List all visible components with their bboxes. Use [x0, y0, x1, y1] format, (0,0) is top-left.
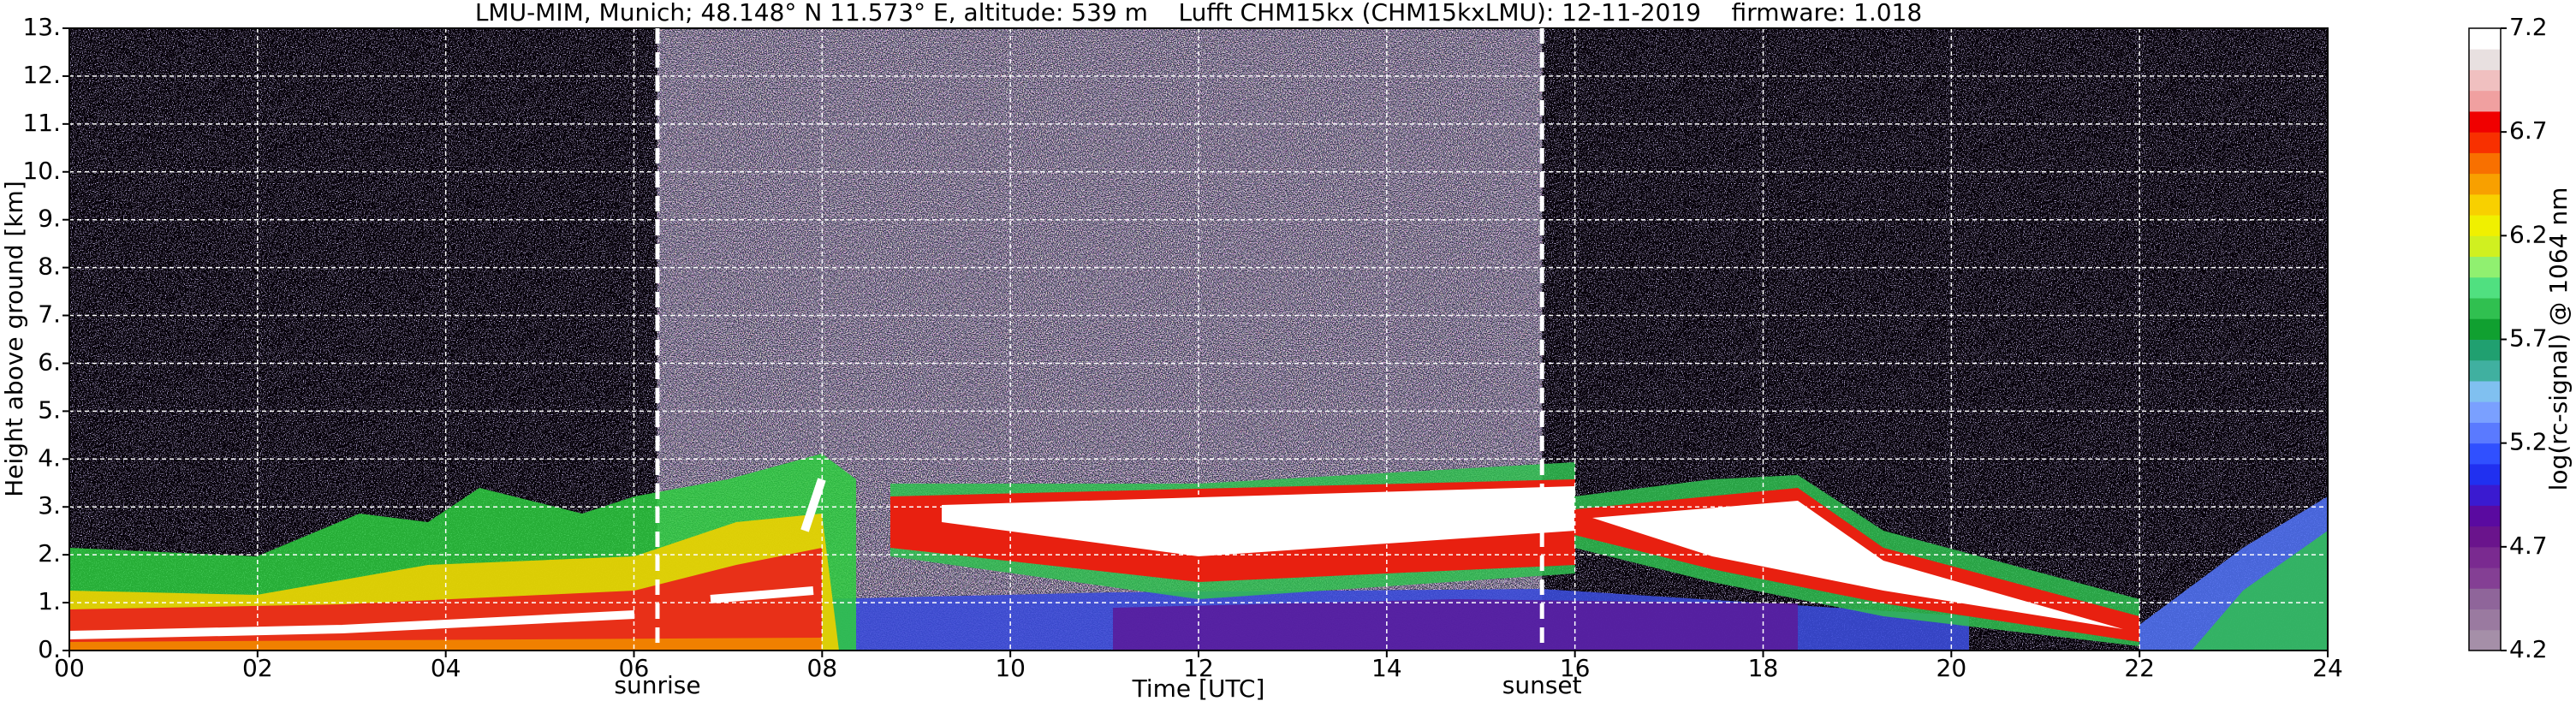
colorbar-swatch	[2469, 546, 2501, 568]
colorbar-swatch	[2469, 215, 2501, 236]
colorbar-swatch	[2469, 484, 2501, 506]
night-layer	[2192, 531, 2328, 651]
colorbar-swatch	[2469, 49, 2501, 70]
colorbar-swatch	[2469, 359, 2501, 382]
y-tick-label: 2.	[38, 539, 61, 567]
x-tick-label: 06	[619, 654, 650, 682]
colorbar-swatch	[2469, 152, 2501, 175]
surface-aerosol	[1113, 599, 1798, 651]
colorbar-swatch	[2469, 629, 2501, 651]
y-tick-label: 11.	[22, 109, 61, 137]
colorbar-tick-label: 5.2	[2509, 428, 2548, 456]
colorbar-swatch	[2469, 276, 2501, 299]
x-tick-label: 04	[431, 654, 461, 682]
colorbar-swatch	[2469, 567, 2501, 589]
annotation-label: sunrise	[614, 671, 700, 699]
boundary-layer-core	[69, 478, 826, 639]
colorbar-swatch	[2469, 235, 2501, 258]
y-tick-label: 0.	[38, 635, 61, 663]
colorbar-tick-label: 6.2	[2509, 220, 2548, 248]
colorbar-swatch	[2469, 443, 2501, 465]
colorbar-tick-label: 4.2	[2509, 635, 2548, 663]
colorbar-swatch	[2469, 609, 2501, 631]
x-tick-label: 24	[2312, 654, 2343, 682]
colorbar-swatch	[2469, 526, 2501, 548]
chart-title: LMU-MIM, Munich; 48.148° N 11.573° E, al…	[475, 0, 1922, 27]
y-tick-label: 5.	[38, 395, 61, 424]
colorbar-swatch	[2469, 463, 2501, 485]
colorbar-tick-label: 7.2	[2509, 13, 2548, 41]
plot-area	[69, 28, 2328, 651]
evening-layer-core	[1592, 501, 2123, 629]
x-tick-label: 10	[995, 654, 1026, 682]
colorbar-swatch	[2469, 28, 2501, 50]
colorbar-tick-label: 4.7	[2509, 532, 2548, 560]
x-tick-label: 22	[2124, 654, 2155, 682]
x-tick-label: 12	[1183, 654, 1214, 682]
colorbar-swatch	[2469, 90, 2501, 112]
y-tick-label: 4.	[38, 443, 61, 472]
colorbar-swatch	[2469, 110, 2501, 133]
x-tick-label: 14	[1371, 654, 1402, 682]
colorbar-swatch	[2469, 505, 2501, 527]
colorbar-swatch	[2469, 401, 2501, 423]
x-tick-label: 02	[242, 654, 273, 682]
annotation-label: sunset	[1502, 671, 1582, 699]
y-tick-label: 12.	[22, 61, 61, 89]
x-tick-label: 08	[807, 654, 838, 682]
y-tick-label: 3.	[38, 491, 61, 520]
colorbar-tick-label: 6.7	[2509, 116, 2548, 145]
colorbar-swatch	[2469, 339, 2501, 361]
colorbar-swatch	[2469, 318, 2501, 340]
colorbar-tick-label: 5.7	[2509, 324, 2548, 353]
colorbar-swatch	[2469, 193, 2501, 216]
colorbar-swatch	[2469, 69, 2501, 92]
x-axis-label: Time [UTC]	[1132, 674, 1265, 703]
grid	[69, 28, 2328, 651]
x-tick-label: 18	[1748, 654, 1779, 682]
x-tick-label: 20	[1936, 654, 1967, 682]
y-tick-label: 6.	[38, 348, 61, 376]
colorbar-swatch	[2469, 298, 2501, 319]
colorbar-swatch	[2469, 173, 2501, 195]
elevated-layer-core	[942, 486, 1575, 556]
y-tick-label: 1.	[38, 587, 61, 615]
colorbar-swatch	[2469, 588, 2501, 610]
y-tick-label: 9.	[38, 205, 61, 233]
y-axis-label: Height above ground [km]	[0, 181, 28, 497]
colorbar-swatch	[2469, 422, 2501, 444]
y-tick-label: 13.	[22, 13, 61, 41]
y-tick-label: 8.	[38, 253, 61, 281]
x-tick-label: 16	[1560, 654, 1591, 682]
y-tick-label: 10.	[22, 157, 61, 185]
colorbar-swatch	[2469, 380, 2501, 402]
x-tick-label: 00	[54, 654, 85, 682]
colorbar-swatch	[2469, 256, 2501, 278]
colorbar-label: log(rc-signal) @ 1064 nm	[2544, 187, 2573, 491]
y-tick-label: 7.	[38, 300, 61, 329]
colorbar-swatch	[2469, 132, 2501, 153]
